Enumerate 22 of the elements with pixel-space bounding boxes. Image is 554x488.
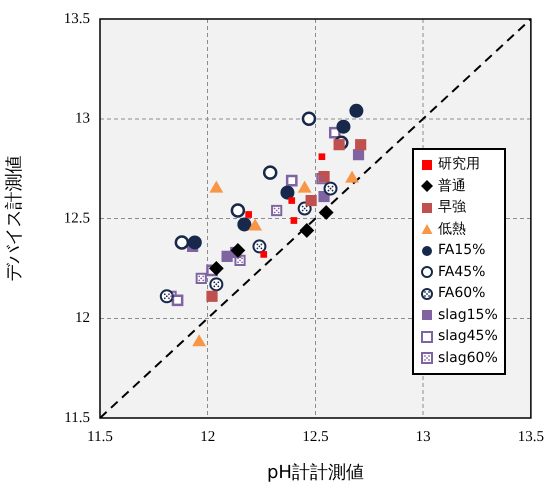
legend-label: FA45%	[438, 262, 486, 282]
legend-label: FA15%	[438, 241, 486, 260]
legend-label: 低熱	[438, 220, 466, 238]
legend-label: FA60%	[438, 284, 486, 303]
x-tick-label: 11.5	[87, 428, 113, 445]
y-tick-label: 12.5	[64, 210, 90, 226]
legend-label: slag45%	[438, 327, 498, 346]
x-tick-label: 12.5	[302, 428, 329, 445]
y-tick-label: 11.5	[64, 410, 90, 426]
x-tick-label: 13.5	[518, 428, 544, 445]
y-tick-label: 13	[75, 110, 90, 127]
legend-label: 早強	[438, 198, 466, 217]
y-tick-label: 12	[75, 310, 90, 326]
y-tick-label: 13.5	[64, 10, 90, 27]
x-tick-label: 12	[200, 428, 216, 445]
x-axis-title: pH計計測値	[266, 462, 364, 483]
legend-label: slag60%	[438, 348, 498, 368]
legend-label: 普通	[438, 176, 466, 196]
legend-label: 研究用	[438, 155, 480, 174]
x-tick-label: 13	[416, 428, 431, 445]
y-axis-title: デバイス計測値	[3, 156, 24, 282]
legend-label: slag15%	[438, 306, 498, 324]
